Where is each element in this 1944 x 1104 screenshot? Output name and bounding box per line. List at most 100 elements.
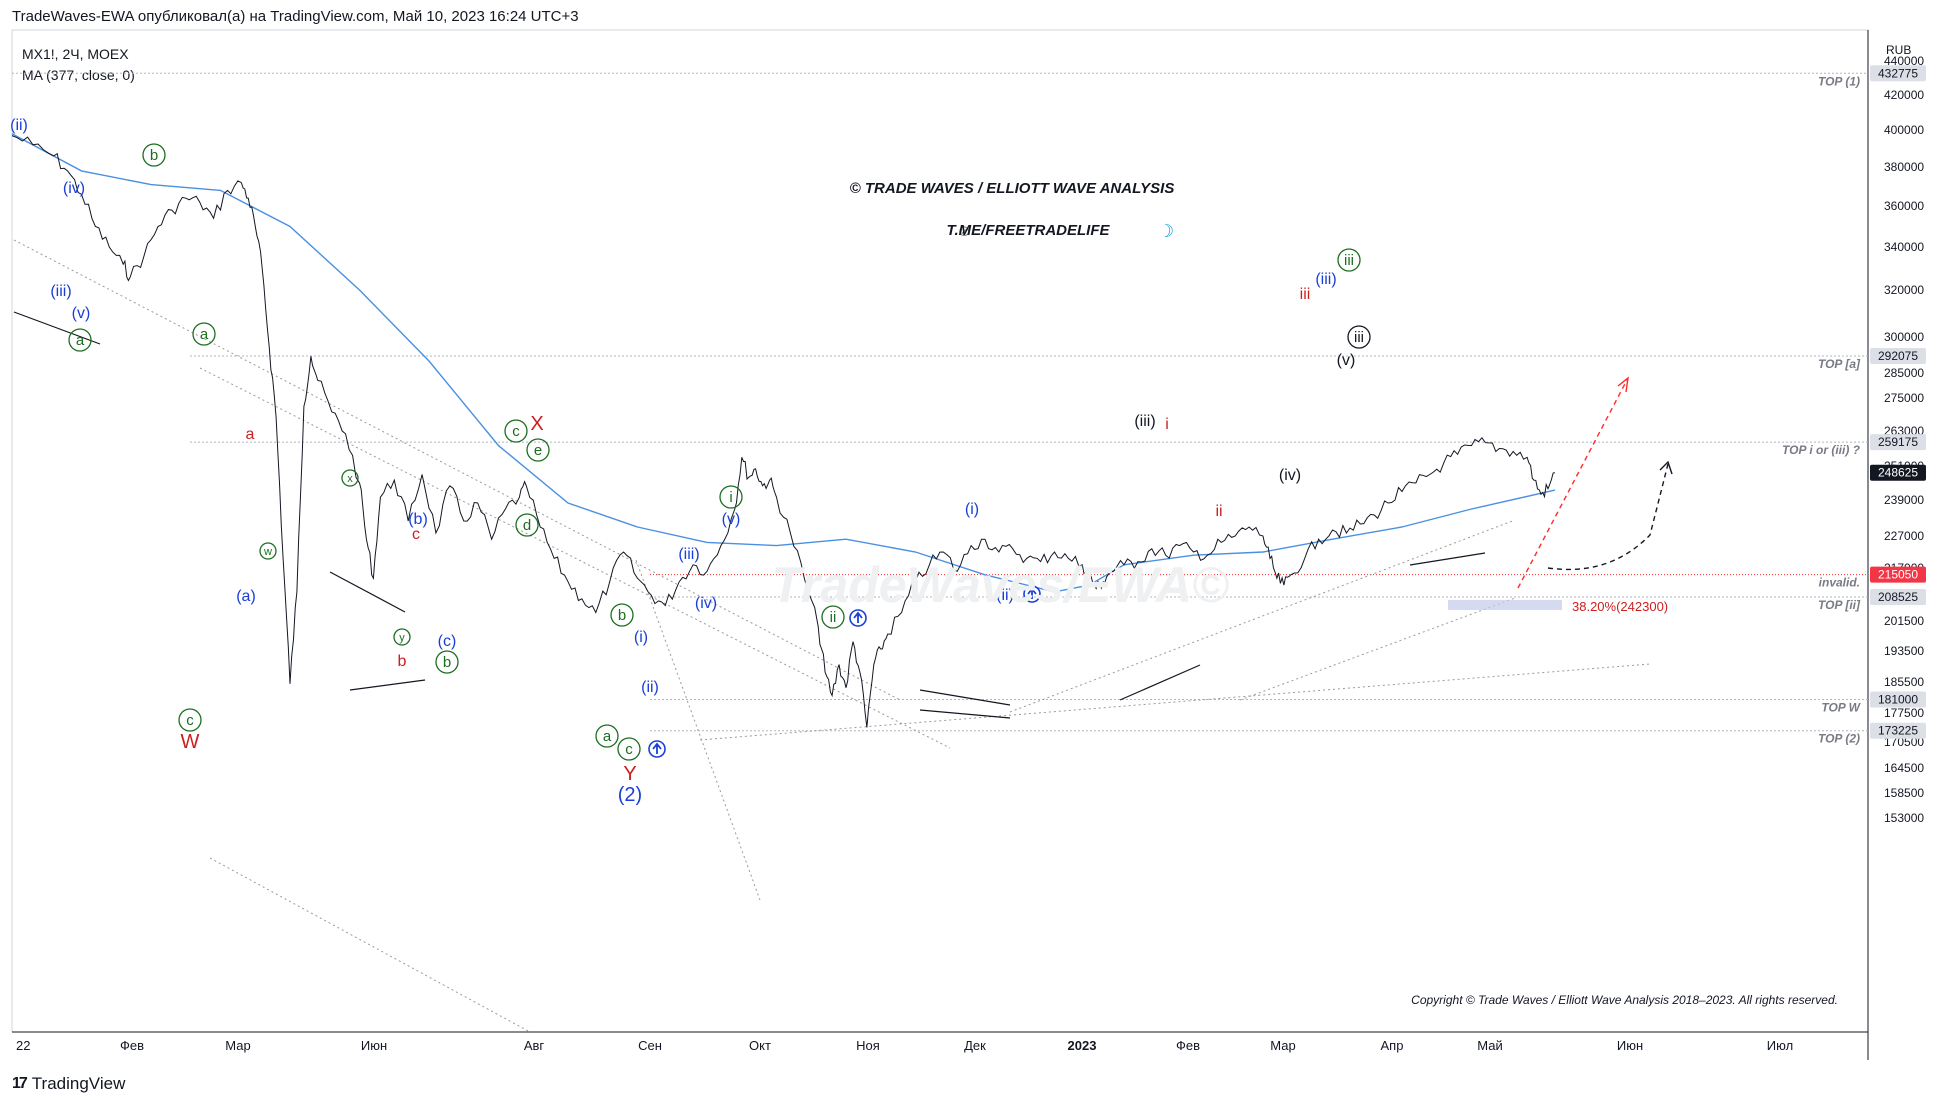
price-tag-label: 173225 (1878, 724, 1918, 738)
wave-label: X (530, 413, 543, 435)
wave-label: iii (1347, 325, 1371, 349)
wave-label: c (412, 526, 420, 543)
watermark-link: T.ME/FREETRADELIFE (946, 222, 1110, 239)
y-tick-label: 300000 (1884, 330, 1924, 344)
time-axis[interactable]: 22 Фев Мар Июн Авг Сен Окт Ноя Дек 2023 Фев Мар Апр М… (16, 1038, 1793, 1053)
wave-label: (iii) (1315, 271, 1336, 288)
svg-text:(iv): (iv) (695, 595, 717, 612)
price-tag-label: 259175 (1878, 435, 1918, 449)
level-label: TOP [ii] (1818, 598, 1861, 612)
projection-red-head (1617, 376, 1629, 393)
wave-label: c (178, 708, 202, 732)
wave-label: (i) (965, 501, 979, 518)
x-tick-label: Мар (1270, 1038, 1295, 1053)
wave-label: e (526, 438, 550, 462)
price-tag (1870, 691, 1926, 708)
trendline (699, 663, 1651, 741)
svg-text:W: W (181, 731, 200, 753)
y-tick-label: 380000 (1884, 160, 1924, 174)
wave-label: (iv) (1279, 467, 1301, 484)
symbol-line[interactable]: MX1!, 2Ч, MOEX (22, 46, 129, 62)
svg-text:(iii): (iii) (1315, 271, 1336, 288)
price-line (11, 135, 1555, 728)
level-label: invalid. (1819, 576, 1860, 590)
wave-label: (ii) (996, 587, 1014, 604)
y-tick-label: 153000 (1884, 811, 1924, 825)
svg-text:(iv): (iv) (1279, 467, 1301, 484)
wave-label: (c) (438, 633, 457, 650)
price-axis[interactable]: 440000 420000 400000 380000 360000 340000 3200… (1884, 54, 1924, 825)
ma-line (11, 133, 1556, 593)
x-tick-label: Апр (1381, 1038, 1404, 1053)
wave-label: c (504, 419, 528, 443)
price-tag-label: 215050 (1878, 568, 1918, 582)
wave-label: ii (821, 605, 845, 629)
x-tick-label: Май (1477, 1038, 1502, 1053)
trendline (1009, 519, 1516, 713)
up-arrow-icon (648, 740, 666, 758)
svg-text:iii: iii (1354, 329, 1364, 346)
svg-text:ii: ii (830, 609, 837, 626)
horizontal-levels: TOP (1) TOP [a] TOP i or (iii) ? invalid. TO… (12, 72, 1868, 746)
wave-label: Y (623, 763, 636, 785)
wave-icon: ☽ (1158, 221, 1174, 241)
level-label: TOP i or (iii) ? (1782, 443, 1861, 457)
svg-text:w: w (263, 546, 272, 558)
wave-label: (iv) (63, 180, 85, 197)
y-tick-label: 320000 (1884, 283, 1924, 297)
svg-text:b: b (398, 653, 407, 670)
x-tick-label: Фев (120, 1038, 144, 1053)
svg-text:ii: ii (1215, 503, 1222, 520)
wave-label: (iii) (678, 546, 699, 563)
y-tick-label: 360000 (1884, 199, 1924, 213)
projection-red (1517, 377, 1629, 589)
price-tag (1870, 566, 1926, 583)
arrow-markers (648, 585, 1041, 758)
price-tag-label: 292075 (1878, 349, 1918, 363)
level-label: TOP (1) (1818, 74, 1860, 88)
projection-black-head (1659, 460, 1673, 475)
wave-label: (b) (408, 511, 428, 528)
trendline (635, 559, 761, 901)
trendlines (13, 239, 1651, 1033)
price-tag (1870, 434, 1926, 451)
svg-text:Y: Y (623, 763, 636, 785)
svg-text:x: x (347, 473, 353, 485)
svg-text:(iv): (iv) (63, 180, 85, 197)
tradingview-logo[interactable]: 17 TradingView (12, 1074, 125, 1094)
symbol-legend: MX1!, 2Ч, MOEX MA (377, close, 0) (22, 44, 135, 86)
svg-text:i: i (729, 489, 732, 506)
price-tag-label: 248625 (1878, 466, 1918, 480)
svg-text:(v): (v) (1337, 352, 1356, 369)
x-tick-label: 2023 (1068, 1038, 1097, 1053)
watermark-title: © TRADE WAVES / ELLIOTT WAVE ANALYSIS (850, 180, 1175, 197)
svg-text:(iii): (iii) (1134, 413, 1155, 430)
svg-text:i: i (1165, 416, 1169, 433)
price-tag-label: 208525 (1878, 590, 1918, 604)
y-tick-label: 164500 (1884, 761, 1924, 775)
svg-text:(v): (v) (722, 511, 741, 528)
svg-text:d: d (523, 517, 531, 534)
level-label: TOP W (1821, 700, 1861, 714)
wave-label: iii (1337, 248, 1361, 272)
price-tag (1870, 348, 1926, 365)
wave-label: b (435, 650, 459, 674)
price-tag (1870, 722, 1926, 739)
wedge-line (1119, 664, 1201, 701)
svg-text:(b): (b) (408, 511, 428, 528)
x-tick-label: 22 (16, 1038, 30, 1053)
fib-label: 38.20%(242300) (1572, 599, 1668, 614)
svg-text:b: b (150, 147, 158, 164)
wave-label: W (181, 731, 200, 753)
x-tick-label: Июн (1617, 1038, 1643, 1053)
wave-label: w (259, 542, 277, 560)
level-label: TOP [a] (1818, 357, 1861, 371)
wave-label: c (617, 737, 641, 761)
telegram-icon: ⊘ (958, 223, 971, 240)
wave-label: d (515, 513, 539, 537)
ma-legend-line[interactable]: MA (377, close, 0) (22, 67, 135, 83)
y-tick-label: 400000 (1884, 123, 1924, 137)
wave-label: a (595, 724, 619, 748)
